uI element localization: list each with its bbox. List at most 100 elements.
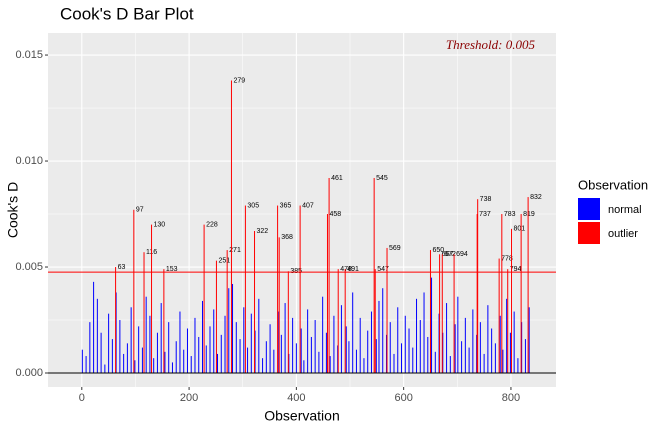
bar (168, 322, 170, 374)
bar-label: 365 (280, 202, 292, 209)
bar (163, 269, 165, 374)
bar (476, 214, 478, 374)
bar-label: 491 (347, 266, 359, 273)
bar (517, 358, 519, 374)
bar-label: 271 (229, 247, 241, 254)
bar-label: 783 (504, 211, 516, 218)
bar-label: 407 (302, 202, 314, 209)
bar-label: 279 (233, 77, 245, 84)
bar (472, 309, 474, 374)
bar (412, 347, 414, 374)
bar-label: 97 (136, 207, 144, 214)
x-tick-label: 200 (180, 392, 198, 404)
bar (363, 358, 365, 374)
bar (85, 356, 87, 374)
bar (345, 326, 347, 374)
bar (111, 339, 113, 374)
plot-background (48, 33, 556, 387)
bar (138, 326, 140, 374)
bar (278, 311, 280, 374)
bar-label: 672 (444, 251, 456, 258)
bar (441, 254, 443, 374)
bar (213, 309, 215, 374)
bar (439, 254, 441, 374)
bar (509, 332, 511, 374)
bar (325, 332, 327, 374)
bar-label: 650 (432, 247, 444, 254)
bar (404, 315, 406, 374)
bar (250, 313, 252, 374)
bar (374, 269, 376, 374)
bar (355, 349, 357, 374)
bar-label: 63 (118, 264, 126, 271)
chart-title: Cook's D Bar Plot (60, 4, 194, 23)
bar (287, 271, 289, 374)
bar (115, 292, 117, 374)
y-tick-label: 0.000 (15, 367, 43, 379)
bar (226, 250, 228, 374)
bar (243, 307, 245, 374)
bar (145, 296, 147, 374)
bar (528, 307, 530, 374)
bar (303, 360, 305, 374)
bar (337, 269, 339, 374)
bar (299, 205, 301, 374)
bar (203, 224, 205, 374)
bar-label: 305 (247, 202, 259, 209)
bar (171, 362, 173, 374)
bar (393, 353, 395, 374)
bar (348, 341, 350, 374)
bar (423, 292, 425, 374)
bar (502, 349, 504, 374)
bar (104, 364, 106, 374)
bar (277, 205, 279, 374)
bar-label: 667 (442, 251, 454, 258)
bar (265, 341, 267, 374)
bar (431, 277, 433, 374)
bar (230, 80, 232, 374)
bar (416, 298, 418, 374)
bar (401, 343, 403, 374)
bar (389, 322, 391, 374)
bar (322, 296, 324, 374)
bar (385, 334, 387, 374)
bar (310, 336, 312, 374)
bar (442, 332, 444, 374)
bar (307, 309, 309, 374)
x-tick-label: 800 (502, 392, 520, 404)
bar-label: 385 (290, 268, 302, 275)
bar (220, 334, 222, 374)
bar (457, 296, 459, 374)
bar (228, 288, 230, 374)
bar-label: 458 (329, 211, 341, 218)
bar (262, 358, 264, 374)
bar (337, 345, 339, 374)
bar (269, 324, 271, 374)
bar (209, 326, 211, 374)
bar (434, 351, 436, 374)
bar-label: 738 (480, 196, 492, 203)
x-tick-label: 600 (394, 392, 412, 404)
bar (454, 324, 456, 374)
bar (386, 247, 388, 374)
bar (446, 303, 448, 374)
bar (133, 209, 135, 374)
bar (491, 328, 493, 374)
bar (329, 356, 331, 374)
bar (340, 305, 342, 374)
bar (501, 214, 503, 374)
bar-label: 461 (331, 175, 343, 182)
bar (326, 214, 328, 374)
bar (314, 320, 316, 374)
bar-label: 819 (523, 211, 535, 218)
bar (81, 349, 83, 374)
bar (318, 351, 320, 374)
bar (141, 347, 143, 374)
bar (499, 315, 501, 374)
bar (100, 332, 102, 374)
bar (126, 343, 128, 374)
bar (130, 307, 132, 374)
bar (367, 330, 369, 374)
y-tick-label: 0.005 (15, 261, 43, 273)
